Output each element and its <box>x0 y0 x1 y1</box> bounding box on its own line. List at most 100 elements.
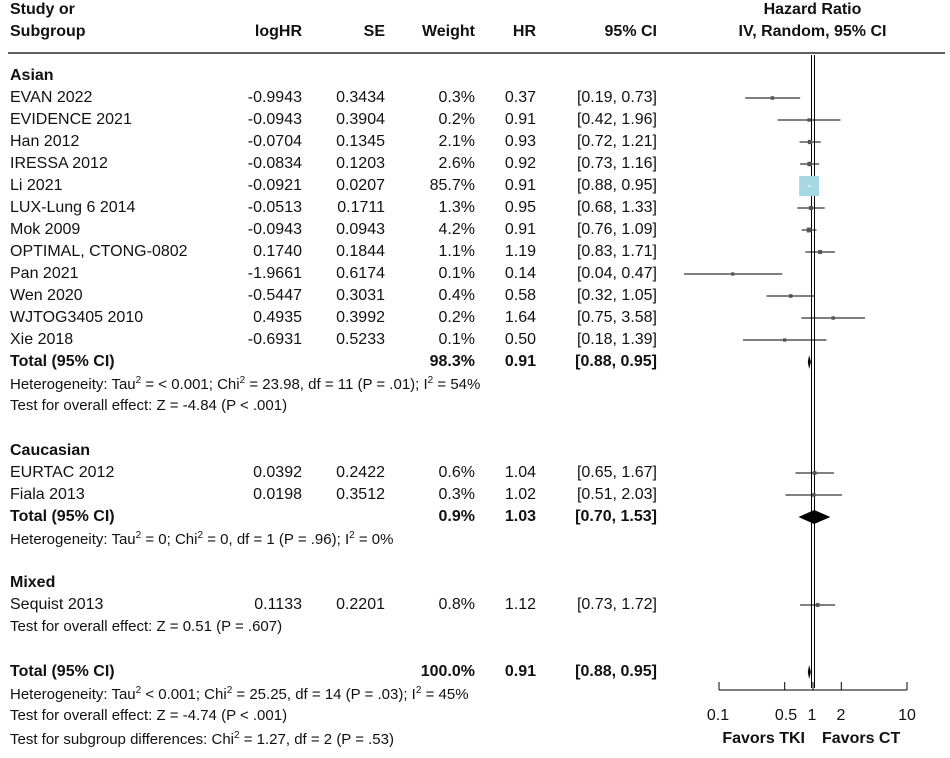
study-weight-box <box>788 294 793 298</box>
se-value: 0.1203 <box>336 155 385 172</box>
weight-value: 0.6% <box>438 464 475 481</box>
study-weight-box <box>812 493 816 497</box>
ci-value: [0.75, 3.58] <box>576 309 657 326</box>
weight-value: 85.7% <box>429 177 475 194</box>
ci-value: [0.04, 0.47] <box>576 265 657 282</box>
hr-value: 1.19 <box>504 243 536 260</box>
se-value: 0.1844 <box>336 243 385 260</box>
x-tick-label: 0.1 <box>706 707 730 724</box>
study-weight-box <box>812 471 817 475</box>
x-tick-label: 1 <box>807 707 817 724</box>
hr-value: 0.92 <box>504 155 536 172</box>
study-weight-box <box>831 316 835 320</box>
favors-right-label: Favors CT <box>822 730 901 747</box>
group-title-asian: Asian <box>10 67 54 84</box>
heterogeneity-asian: Heterogeneity: Tau2 = < 0.001; Chi2 = 23… <box>10 375 481 394</box>
total-weight: 0.9% <box>438 508 475 525</box>
study-weight-box <box>807 161 812 167</box>
hr-value: 0.91 <box>504 177 536 194</box>
group-title-caucasian: Caucasian <box>10 442 91 459</box>
se-value: 0.6174 <box>336 265 385 282</box>
ci-value: [0.73, 1.72] <box>576 596 657 613</box>
ci-value: [0.19, 0.73] <box>576 89 657 106</box>
weight-value: 2.1% <box>438 133 475 150</box>
study-name: Xie 2018 <box>10 331 74 348</box>
study-weight-box <box>783 338 787 342</box>
loghr-value: 0.0392 <box>253 464 302 481</box>
loghr-value: 0.1740 <box>253 243 302 260</box>
heterogeneity-overall: Heterogeneity: Tau2 < 0.001; Chi2 = 25.2… <box>10 685 469 704</box>
ci-value: [0.51, 2.03] <box>576 486 657 503</box>
header-se: SE <box>363 23 385 40</box>
study-weight-box <box>815 603 820 607</box>
hr-value: 0.14 <box>504 265 536 282</box>
study-weight-box <box>731 272 735 276</box>
hr-value: 0.37 <box>504 89 536 106</box>
pooled-diamond <box>807 355 811 369</box>
ci-value: [0.83, 1.71] <box>576 243 657 260</box>
weight-value: 0.3% <box>438 486 475 503</box>
header-study-line1: Study or <box>10 1 75 18</box>
se-value: 0.1711 <box>337 199 385 216</box>
loghr-value: -0.0704 <box>247 133 302 150</box>
hr-value: 0.58 <box>504 287 536 304</box>
ci-value: [0.88, 0.95] <box>576 177 657 194</box>
x-tick-label: 2 <box>836 707 846 724</box>
subgroup-differences-test: Test for subgroup differences: Chi2 = 1.… <box>10 730 394 749</box>
header-loghr: logHR <box>254 23 302 40</box>
hr-value: 0.93 <box>504 133 536 150</box>
ci-value: [0.72, 1.21] <box>576 133 657 150</box>
loghr-value: -0.0921 <box>247 177 302 194</box>
loghr-value: 0.0198 <box>253 486 302 503</box>
header-plot-line2: IV, Random, 95% CI <box>738 23 887 40</box>
study-name: Mok 2009 <box>10 221 81 238</box>
overall-effect-mixed: Test for overall effect: Z = 0.51 (P = .… <box>10 618 283 635</box>
x-tick-label: 0.5 <box>774 707 798 724</box>
total-label: Total (95% CI) <box>10 508 115 525</box>
loghr-value: -0.9943 <box>247 89 302 106</box>
header-study-line2: Subgroup <box>10 23 86 40</box>
study-name: IRESSA 2012 <box>10 155 108 172</box>
hr-value: 1.04 <box>504 464 536 481</box>
se-value: 0.3512 <box>336 486 385 503</box>
se-value: 0.1345 <box>336 133 385 150</box>
overall-effect-asian: Test for overall effect: Z = -4.84 (P < … <box>10 397 288 414</box>
weight-value: 0.4% <box>438 287 475 304</box>
favors-left-label: Favors TKI <box>722 730 805 747</box>
hr-value: 0.91 <box>504 221 536 238</box>
total-weight: 100.0% <box>420 663 475 680</box>
hr-value: 0.91 <box>504 111 536 128</box>
study-name: Li 2021 <box>10 177 63 194</box>
loghr-value: -0.0834 <box>247 155 302 172</box>
se-value: 0.2201 <box>336 596 385 613</box>
study-name: WJTOG3405 2010 <box>10 309 144 326</box>
hr-value: 1.64 <box>504 309 536 326</box>
weight-value: 1.3% <box>438 199 475 216</box>
study-name: OPTIMAL, CTONG-0802 <box>10 243 188 260</box>
weight-value: 0.2% <box>438 309 475 326</box>
study-name: EURTAC 2012 <box>10 464 115 481</box>
study-name: Pan 2021 <box>10 265 79 282</box>
se-value: 0.0943 <box>336 221 385 238</box>
weight-value: 0.1% <box>438 331 475 348</box>
total-ci: [0.70, 1.53] <box>575 508 657 525</box>
header-weight: Weight <box>421 23 475 40</box>
weight-value: 0.2% <box>438 111 475 128</box>
se-value: 0.5233 <box>336 331 385 348</box>
weight-value: 0.3% <box>438 89 475 106</box>
study-name: Sequist 2013 <box>10 596 104 613</box>
total-label: Total (95% CI) <box>10 353 115 370</box>
overall-effect-test: Test for overall effect: Z = -4.74 (P < … <box>10 707 288 724</box>
weight-value: 2.6% <box>438 155 475 172</box>
study-name: LUX-Lung 6 2014 <box>10 199 136 216</box>
group-title-mixed: Mixed <box>10 574 56 591</box>
weight-value: 0.8% <box>438 596 475 613</box>
hr-value: 1.02 <box>504 486 536 503</box>
loghr-value: -0.6931 <box>247 331 302 348</box>
loghr-value: -0.0943 <box>247 221 302 238</box>
heterogeneity-caucasian: Heterogeneity: Tau2 = 0; Chi2 = 0, df = … <box>10 530 394 549</box>
study-weight-box <box>770 96 775 100</box>
total-ci: [0.88, 0.95] <box>575 353 657 370</box>
ci-value: [0.68, 1.33] <box>576 199 657 216</box>
weight-value: 1.1% <box>438 243 475 260</box>
